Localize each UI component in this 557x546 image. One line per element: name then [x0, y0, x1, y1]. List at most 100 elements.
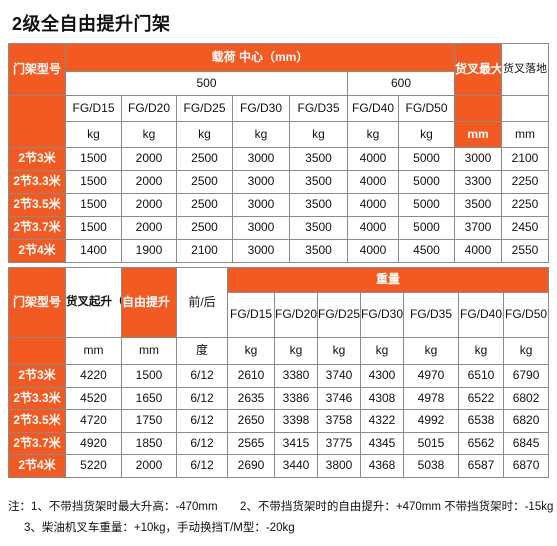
value-cell: 2250 — [501, 193, 550, 217]
value-cell: 2690 — [227, 454, 275, 478]
value-cell: 6522 — [458, 386, 504, 410]
value-cell: 2500 — [176, 170, 233, 194]
value-cell: 3415 — [274, 431, 318, 455]
value-cell: 2610 — [227, 364, 275, 388]
row-model-label: 2节3.5米 — [8, 193, 66, 217]
row-model-label: 2节3.3米 — [8, 170, 66, 194]
unit-cell: mm — [121, 337, 177, 365]
value-cell: 2000 — [121, 170, 177, 194]
unit-cell: mm — [501, 121, 550, 148]
value-cell: 3746 — [317, 386, 361, 410]
value-cell: 6/12 — [176, 454, 228, 478]
value-cell: 2000 — [121, 147, 177, 171]
table-row: 2节3.3米 1500 2000 2500 3000 3500 4000 5000 3300 22… — [8, 170, 550, 194]
value-cell: 3000 — [232, 216, 290, 240]
model-column-header: FG/D30 — [360, 292, 404, 338]
row-model-label: 2节3.3米 — [8, 386, 66, 410]
value-cell: 3386 — [274, 386, 318, 410]
value-cell: 1750 — [121, 409, 177, 433]
value-cell: 1500 — [121, 364, 177, 388]
unit-cell: kg — [232, 121, 290, 148]
unit-cell: 度 — [176, 337, 228, 365]
model-header: 门架型号 — [8, 267, 66, 338]
value-cell: 5000 — [397, 193, 456, 217]
row-model-label: 2节3米 — [8, 147, 66, 171]
table-row: 2节3.7米 4920 1850 6/12 2565 3415 3775 4345 5015 65… — [8, 431, 550, 455]
weight-table: 门架型号货叉起升（带挡货架）自由提升（带挡货架）前/后重量FG/D15FG/D2… — [8, 267, 550, 478]
center-500-header: 500 — [65, 71, 348, 96]
max-height-header: 货叉最大升高 — [454, 43, 503, 96]
fork-down-header: 货叉落地 — [501, 43, 550, 96]
value-cell: 4978 — [403, 386, 459, 410]
unit-cell: kg — [227, 337, 275, 365]
model-column-header: FG/D25 — [317, 292, 361, 338]
value-cell: 3500 — [289, 170, 348, 194]
value-cell: 3758 — [317, 409, 361, 433]
value-cell: 5015 — [403, 431, 459, 455]
unit-cell: kg — [176, 121, 233, 148]
model-column-header: FG/D25 — [176, 95, 233, 122]
value-cell: 4992 — [403, 409, 459, 433]
footnote-line-1: 注：1、不带挡货架时最大升高：-470mm 2、不带挡货架时的自由提升：+470… — [8, 497, 553, 518]
value-cell: 5000 — [397, 170, 456, 194]
value-cell: 4000 — [347, 170, 399, 194]
value-cell: 2550 — [501, 239, 550, 263]
value-cell: 2650 — [227, 409, 275, 433]
value-cell: 6562 — [458, 431, 504, 455]
load-center-header: 载荷 中心（mm） — [64, 43, 456, 72]
model-header: 门架型号 — [8, 43, 66, 96]
value-cell: 3000 — [232, 193, 290, 217]
value-cell: 3500 — [289, 239, 348, 263]
value-cell: 3775 — [317, 431, 361, 455]
value-cell: 6/12 — [176, 409, 228, 433]
unit-cell: kg — [502, 337, 550, 365]
row-model-label: 2节4米 — [8, 454, 66, 478]
value-cell: 6/12 — [176, 386, 228, 410]
table-row: 2节3.5米 4720 1750 6/12 2650 3398 3758 4322 4992 65… — [8, 409, 550, 433]
value-cell: 4720 — [65, 409, 122, 433]
value-cell: 2450 — [501, 216, 550, 240]
value-cell: 2635 — [227, 386, 275, 410]
value-cell: 2100 — [176, 239, 233, 263]
weight-header: 重量 — [226, 267, 550, 293]
value-cell: 2250 — [501, 170, 550, 194]
row-model-label: 2节3米 — [8, 364, 66, 388]
footnotes: 注：1、不带挡货架时最大升高：-470mm 2、不带挡货架时的自由提升：+470… — [8, 497, 553, 539]
value-cell: 4308 — [360, 386, 404, 410]
table-row: 2节3米 1500 2000 2500 3000 3500 4000 5000 3000 2100 — [8, 147, 550, 171]
value-cell: 1500 — [65, 147, 122, 171]
table-row: 2节3米 4220 1500 6/12 2610 3380 3740 4300 4970 6510… — [8, 364, 550, 388]
table-row: 2节3.3米 4520 1650 6/12 2635 3386 3746 4308 4978 65… — [8, 386, 550, 410]
value-cell: 3000 — [232, 147, 290, 171]
table-row: 2节3.5米 1500 2000 2500 3000 3500 4000 5000 3500 22… — [8, 193, 550, 217]
fork-lift-header: 货叉起升（带挡货架） — [65, 267, 122, 338]
value-cell: 3398 — [274, 409, 318, 433]
value-cell: 6845 — [502, 431, 550, 455]
unit-cell: kg — [397, 121, 456, 148]
table-row: 2节3.7米 1500 2000 2500 3000 3500 4000 5000 3700 24… — [8, 216, 550, 240]
unit-cell: kg — [458, 337, 504, 365]
row-model-label: 2节4米 — [8, 239, 66, 263]
value-cell: 6/12 — [176, 364, 228, 388]
model-column-header: FG/D15 — [227, 292, 275, 338]
value-cell: 1850 — [121, 431, 177, 455]
value-cell: 4920 — [65, 431, 122, 455]
model-column-header: FG/D40 — [347, 95, 399, 122]
unit-cell: kg — [360, 337, 404, 365]
value-cell: 3800 — [317, 454, 361, 478]
model-column-header: FG/D20 — [274, 292, 318, 338]
page-title: 2级全自由提升门架 — [12, 14, 171, 34]
table-row: 2节4米 1400 1900 2100 3000 3500 4000 4500 4000 2550 — [8, 239, 550, 263]
model-column-header: FG/D35 — [289, 95, 348, 122]
value-cell: 6587 — [458, 454, 504, 478]
value-cell: 6/12 — [176, 431, 228, 455]
unit-cell: kg — [403, 337, 459, 365]
value-cell: 2565 — [227, 431, 275, 455]
value-cell: 5220 — [65, 454, 122, 478]
value-cell: 3500 — [289, 216, 348, 240]
value-cell: 3700 — [454, 216, 503, 240]
footnote-2: 2、不带挡货架时的自由提升：+470mm 不带挡货架时：-15kg — [239, 501, 554, 513]
value-cell: 1400 — [65, 239, 122, 263]
tilt-header: 前/后 — [176, 267, 228, 338]
value-cell: 3500 — [289, 147, 348, 171]
